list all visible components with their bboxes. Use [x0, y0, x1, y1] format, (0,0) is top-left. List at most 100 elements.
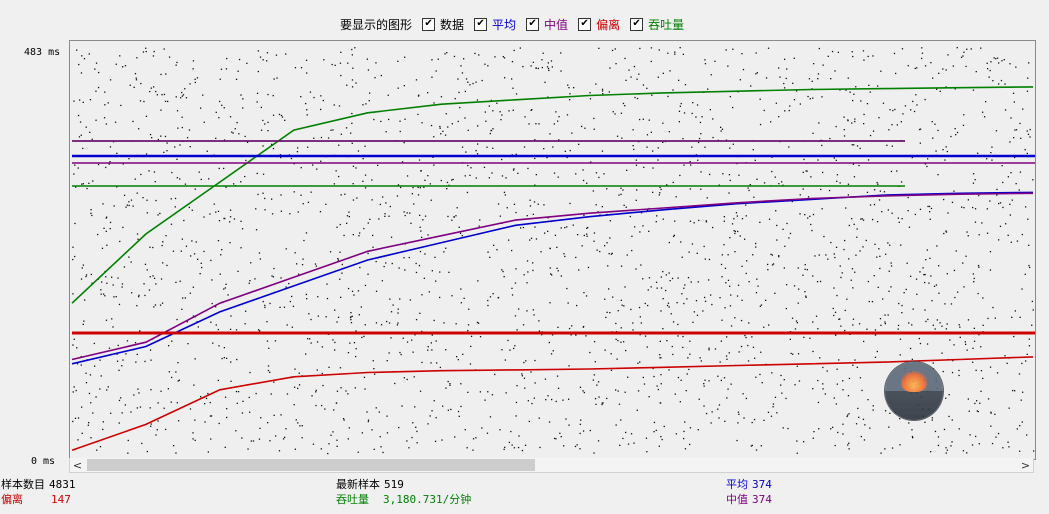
checkbox-data[interactable]: ✔	[422, 17, 436, 31]
data-point	[633, 65, 636, 68]
toggle-dev[interactable]: ✔ 偏离	[578, 16, 620, 33]
scrollbar-thumb[interactable]	[87, 459, 535, 471]
data-point	[491, 394, 494, 396]
data-point	[863, 123, 865, 125]
data-point	[725, 139, 728, 141]
data-point	[682, 138, 684, 140]
data-point	[678, 110, 681, 112]
data-point	[203, 216, 205, 218]
toggle-median[interactable]: ✔ 中值	[526, 16, 568, 33]
data-point	[726, 336, 728, 338]
data-point	[1026, 434, 1028, 436]
data-point	[209, 415, 212, 417]
data-point	[413, 376, 415, 378]
data-point	[653, 375, 655, 378]
data-point	[200, 178, 202, 181]
data-point	[745, 397, 747, 400]
data-point	[175, 452, 177, 454]
data-point	[660, 357, 662, 359]
data-point	[156, 94, 158, 96]
data-point	[765, 77, 768, 79]
data-point	[299, 425, 301, 427]
data-point	[260, 106, 262, 109]
data-point	[111, 318, 113, 320]
checkbox-avg[interactable]: ✔	[474, 17, 488, 31]
data-point	[718, 417, 720, 419]
checkbox-dev[interactable]: ✔	[578, 17, 592, 31]
data-point	[311, 395, 313, 397]
data-point	[980, 390, 982, 392]
data-point	[384, 213, 386, 215]
data-point	[414, 406, 416, 408]
data-point	[375, 407, 377, 409]
data-point	[604, 349, 606, 351]
data-point	[168, 56, 171, 58]
stat-latest: 最新样本 519	[336, 476, 404, 492]
data-point	[90, 212, 92, 214]
data-point	[76, 49, 78, 51]
data-point	[763, 419, 765, 421]
data-point	[931, 417, 933, 419]
data-point	[255, 229, 258, 231]
toggle-avg[interactable]: ✔ 平均	[474, 16, 516, 33]
data-point	[834, 444, 836, 447]
floating-monitor-widget[interactable]	[885, 362, 943, 420]
data-point	[317, 315, 319, 317]
data-point	[259, 427, 261, 429]
data-point	[897, 217, 899, 219]
data-point	[321, 346, 323, 348]
data-point	[162, 241, 164, 243]
chevron-left-icon[interactable]: <	[72, 458, 83, 472]
data-point	[703, 383, 705, 385]
data-point	[568, 398, 570, 400]
checkbox-tp[interactable]: ✔	[630, 17, 644, 31]
data-point	[804, 291, 806, 293]
data-point	[275, 54, 278, 56]
data-point	[236, 121, 238, 124]
data-point	[1033, 450, 1035, 452]
data-point	[1013, 137, 1015, 139]
data-point	[87, 424, 89, 426]
data-point	[465, 151, 467, 153]
data-point	[596, 249, 598, 251]
data-point	[668, 131, 670, 133]
data-point	[877, 286, 879, 288]
checkbox-median[interactable]: ✔	[526, 17, 540, 31]
data-point	[224, 396, 227, 398]
data-point	[975, 369, 977, 371]
toggle-tp[interactable]: ✔ 吞吐量	[630, 16, 684, 33]
data-point	[631, 249, 633, 252]
data-point	[854, 120, 856, 123]
data-point	[956, 47, 958, 49]
data-point	[949, 339, 951, 341]
data-point	[464, 429, 466, 431]
chevron-right-icon[interactable]: >	[1020, 458, 1031, 472]
data-point	[890, 265, 893, 267]
data-point	[646, 209, 649, 211]
data-point	[435, 70, 437, 72]
data-point	[332, 339, 334, 341]
data-point	[419, 312, 421, 314]
data-point	[720, 126, 722, 128]
data-point	[77, 167, 79, 169]
data-point	[548, 69, 550, 72]
data-point	[707, 88, 709, 90]
data-point	[82, 183, 84, 185]
data-point	[796, 322, 798, 324]
data-point	[262, 173, 265, 175]
data-point	[646, 134, 649, 136]
data-point	[435, 417, 437, 419]
data-point	[802, 171, 804, 173]
data-point	[421, 236, 423, 238]
data-point	[748, 281, 750, 283]
data-point	[1014, 310, 1016, 312]
data-point	[397, 60, 399, 62]
data-point	[861, 218, 863, 220]
data-point	[301, 425, 303, 427]
data-point	[467, 129, 469, 131]
horizontal-scrollbar[interactable]: < >	[69, 458, 1034, 473]
series-line-平均	[71, 191, 1034, 365]
toggle-data[interactable]: ✔ 数据	[422, 16, 464, 33]
data-point	[104, 104, 106, 106]
data-point	[738, 351, 740, 353]
